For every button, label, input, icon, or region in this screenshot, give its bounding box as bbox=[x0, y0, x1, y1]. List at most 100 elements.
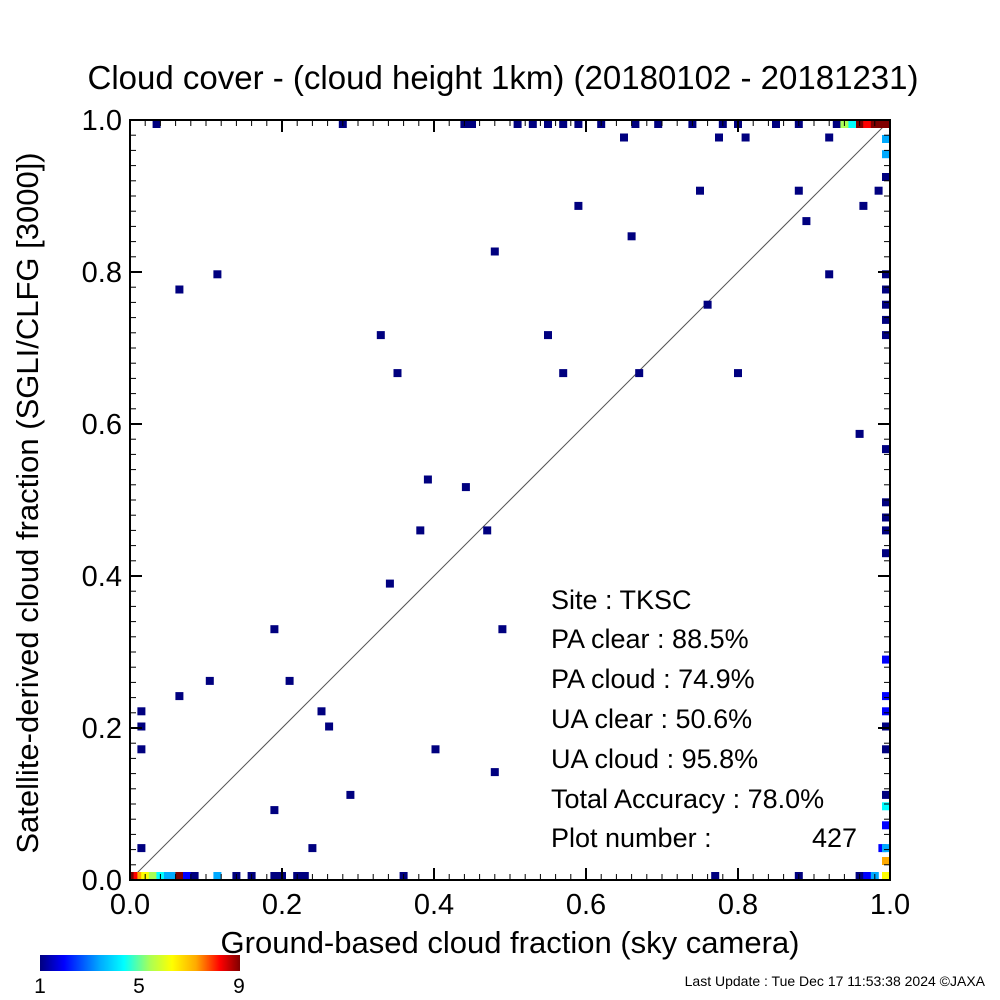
data-point bbox=[317, 707, 326, 716]
data-point bbox=[711, 872, 720, 880]
stat-plot-number-value: 427 bbox=[812, 823, 857, 853]
colorbar-min-label: 1 bbox=[34, 975, 46, 998]
data-point bbox=[882, 300, 890, 309]
data-point bbox=[137, 722, 146, 731]
data-point bbox=[863, 872, 872, 880]
data-point bbox=[825, 270, 834, 279]
data-point bbox=[882, 445, 890, 454]
data-point bbox=[137, 707, 146, 716]
y-tick-label: 1.0 bbox=[82, 105, 122, 137]
data-point bbox=[882, 135, 890, 143]
x-tick-label: 0.2 bbox=[262, 889, 302, 921]
y-tick-label: 0.0 bbox=[82, 865, 122, 897]
data-point bbox=[620, 133, 628, 142]
stat-plot-number-label: Plot number : bbox=[551, 823, 712, 853]
data-point bbox=[627, 232, 636, 241]
data-point bbox=[855, 429, 864, 438]
x-tick-label: 1.0 bbox=[870, 889, 910, 921]
data-point bbox=[825, 133, 834, 142]
data-point bbox=[703, 300, 712, 309]
data-point bbox=[183, 872, 191, 880]
data-point bbox=[175, 285, 184, 294]
data-point bbox=[882, 150, 890, 159]
data-point bbox=[461, 483, 470, 492]
identity-line bbox=[129, 119, 891, 881]
data-point bbox=[559, 369, 568, 378]
data-point bbox=[346, 790, 355, 799]
data-point bbox=[882, 549, 890, 558]
data-point bbox=[802, 217, 811, 226]
data-point bbox=[772, 120, 780, 128]
data-point bbox=[148, 872, 157, 880]
data-point bbox=[376, 331, 385, 340]
y-tick-label: 0.2 bbox=[82, 713, 122, 745]
data-point bbox=[483, 526, 492, 535]
data-point bbox=[882, 285, 890, 294]
colorbar-gradient bbox=[40, 955, 240, 971]
data-point bbox=[205, 676, 214, 685]
data-point bbox=[882, 722, 890, 731]
data-point bbox=[385, 579, 394, 588]
data-point bbox=[213, 270, 222, 279]
stat-pa-cloud: PA cloud : 74.9% bbox=[551, 664, 755, 694]
stat-pa-clear: PA clear : 88.5% bbox=[551, 624, 749, 654]
data-point bbox=[285, 676, 294, 685]
data-point bbox=[882, 872, 890, 880]
data-point bbox=[308, 844, 317, 853]
data-point bbox=[882, 707, 890, 716]
data-point bbox=[513, 120, 522, 128]
data-point bbox=[270, 625, 279, 634]
data-point bbox=[393, 369, 402, 378]
x-axis-label: Ground-based cloud fraction (sky camera) bbox=[221, 925, 800, 960]
x-tick-label: 0.6 bbox=[566, 889, 606, 921]
stat-ua-cloud: UA cloud : 95.8% bbox=[551, 744, 758, 774]
data-point bbox=[416, 526, 425, 535]
data-point bbox=[574, 120, 583, 128]
data-point bbox=[882, 692, 890, 701]
data-point bbox=[300, 872, 309, 880]
colorbar-max-label: 9 bbox=[233, 975, 245, 998]
stat-total-accuracy: Total Accuracy : 78.0% bbox=[551, 784, 824, 814]
x-tick-label: 0.4 bbox=[414, 889, 454, 921]
colorbar-mid-label: 5 bbox=[133, 975, 145, 998]
y-tick-label: 0.4 bbox=[82, 561, 122, 593]
data-point bbox=[270, 872, 279, 880]
data-point bbox=[882, 821, 890, 830]
data-point bbox=[468, 120, 476, 128]
data-point bbox=[882, 790, 890, 799]
data-point bbox=[175, 692, 184, 701]
data-point bbox=[882, 173, 890, 181]
data-point bbox=[423, 475, 432, 484]
data-point bbox=[490, 768, 499, 777]
data-point bbox=[654, 120, 663, 128]
data-point bbox=[882, 513, 890, 522]
data-point bbox=[490, 247, 499, 256]
data-point bbox=[431, 745, 440, 754]
y-tick-label: 0.6 bbox=[82, 409, 122, 441]
data-point bbox=[164, 872, 172, 880]
data-point bbox=[734, 369, 742, 378]
data-point bbox=[544, 331, 552, 340]
data-point bbox=[137, 844, 146, 853]
data-point bbox=[152, 120, 161, 128]
data-point bbox=[635, 369, 644, 378]
data-point bbox=[882, 270, 890, 279]
data-point bbox=[882, 120, 890, 128]
data-point bbox=[498, 625, 507, 634]
data-point bbox=[190, 872, 199, 880]
last-update-footer: Last Update : Tue Dec 17 11:53:38 2024 ©… bbox=[685, 973, 986, 989]
x-tick-label: 0.0 bbox=[110, 889, 150, 921]
data-point bbox=[270, 806, 279, 815]
data-point bbox=[559, 120, 568, 128]
data-point bbox=[832, 120, 841, 128]
data-point bbox=[715, 133, 723, 142]
data-point bbox=[175, 872, 184, 880]
plot-area: 0.0 0.2 0.4 0.6 0.8 1.0 0.0 0.2 0.4 0.6 0.8 1.0 bbox=[82, 105, 910, 921]
data-point bbox=[528, 120, 537, 128]
stat-ua-clear: UA clear : 50.6% bbox=[551, 704, 752, 734]
stats-box: Site : TKSC PA clear : 88.5% PA cloud : … bbox=[551, 585, 857, 853]
data-point bbox=[325, 722, 334, 731]
data-point bbox=[882, 498, 890, 507]
axis-ticks: 0.0 0.2 0.4 0.6 0.8 1.0 0.0 0.2 0.4 0.6 0.8 1.0 bbox=[82, 105, 910, 921]
